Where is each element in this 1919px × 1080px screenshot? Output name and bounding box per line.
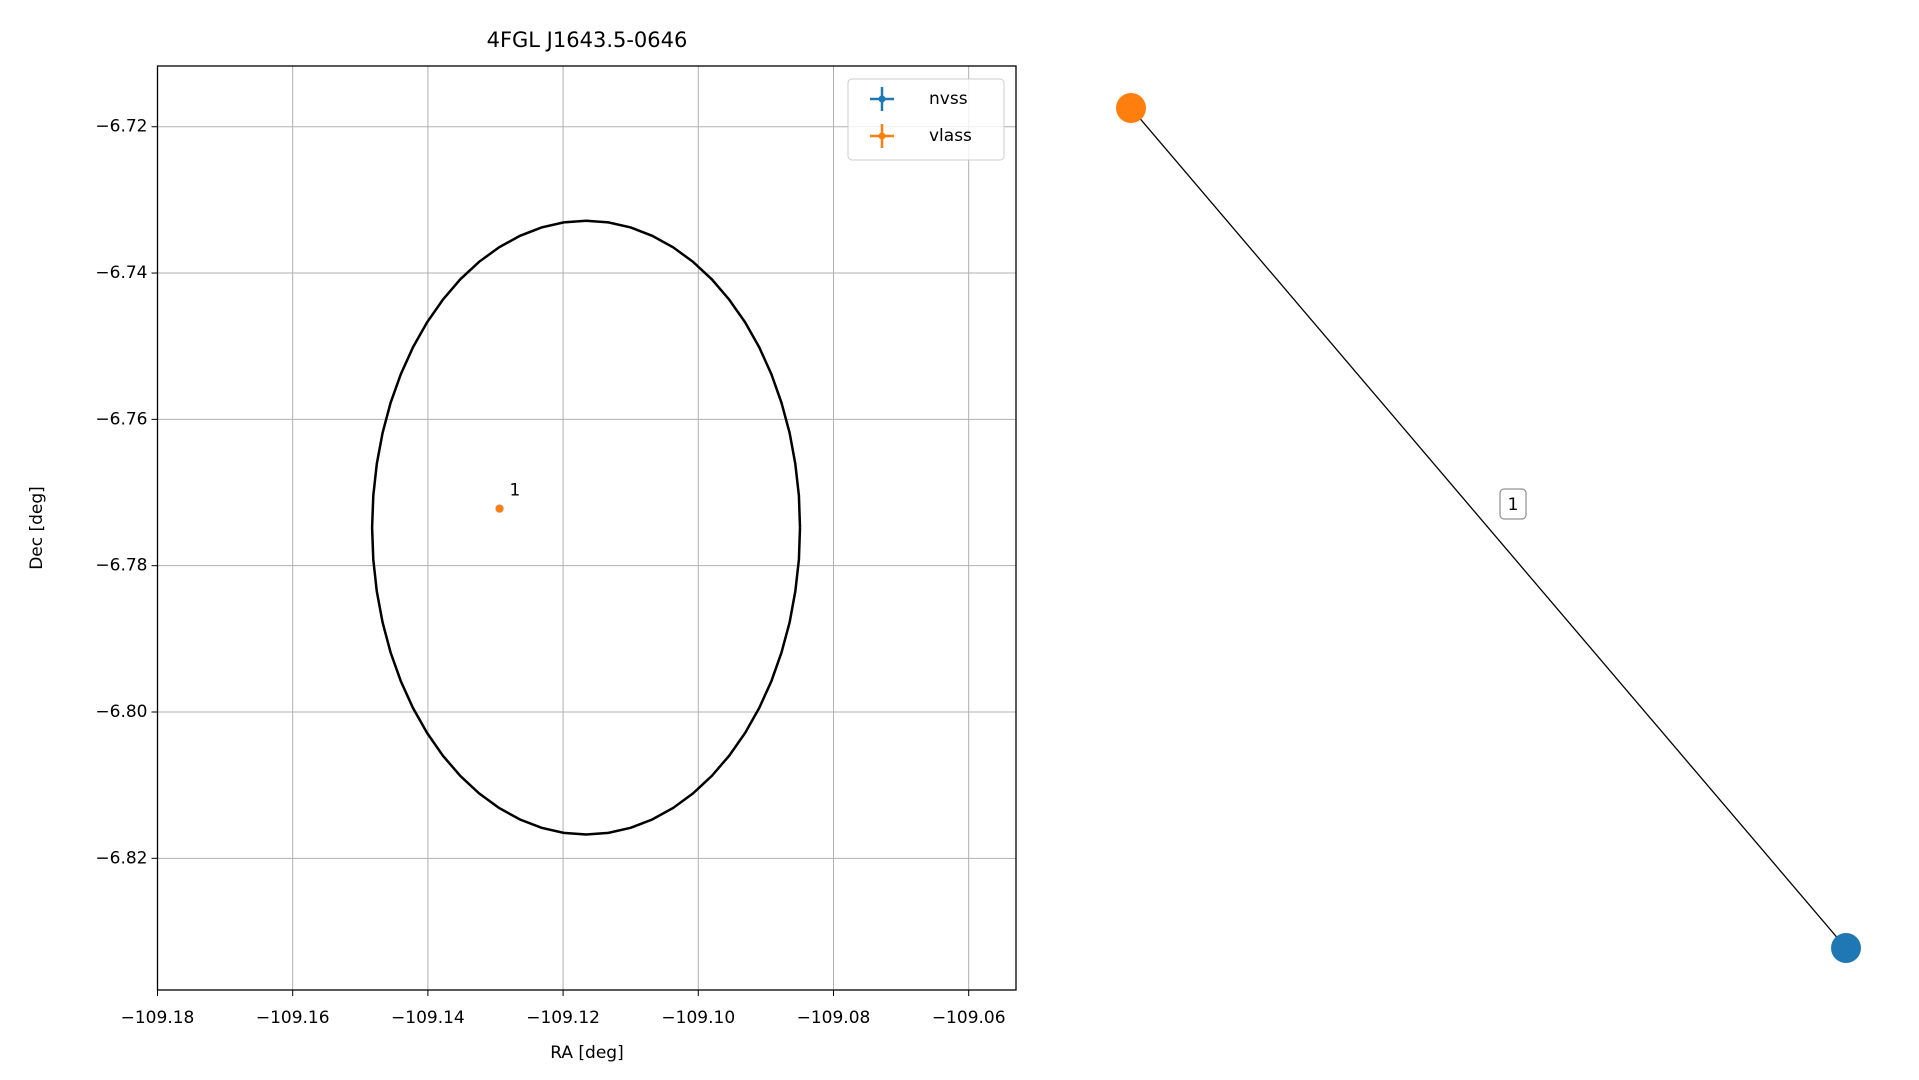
legend-label: nvss <box>929 89 968 109</box>
chart-title: 4FGL J1643.5-0646 <box>487 28 688 52</box>
y-tick-label: −6.78 <box>95 556 147 576</box>
legend-marker <box>878 95 886 103</box>
graph-edge <box>1130 107 1847 949</box>
graph-node <box>1116 93 1146 123</box>
x-tick-label: −109.14 <box>391 1008 465 1028</box>
y-tick-label: −6.80 <box>95 702 147 722</box>
x-tick-label: −109.12 <box>526 1008 600 1028</box>
legend-marker <box>878 132 886 140</box>
axes-frame <box>156 65 1017 991</box>
legend-box <box>847 78 1005 161</box>
x-tick-label: −109.18 <box>121 1008 195 1028</box>
y-tick-label: −6.82 <box>95 848 147 868</box>
x-tick-label: −109.08 <box>797 1008 871 1028</box>
x-tick-label: −109.10 <box>661 1008 735 1028</box>
y-tick-label: −6.74 <box>95 263 147 283</box>
y-axis-label: Dec [deg] <box>27 486 47 570</box>
x-tick-label: −109.06 <box>932 1008 1006 1028</box>
legend-label: vlass <box>929 126 972 146</box>
y-tick-label: −6.76 <box>95 409 147 429</box>
graph-node <box>1831 933 1861 963</box>
error-ellipse <box>370 219 802 836</box>
point-annotation: 1 <box>510 481 521 501</box>
x-axis-label: RA [deg] <box>550 1043 623 1063</box>
data-point <box>495 504 504 513</box>
edge-label: 1 <box>1508 495 1519 515</box>
y-tick-label: −6.72 <box>95 117 147 137</box>
edge-label-box <box>1499 488 1527 520</box>
x-tick-label: −109.16 <box>256 1008 330 1028</box>
